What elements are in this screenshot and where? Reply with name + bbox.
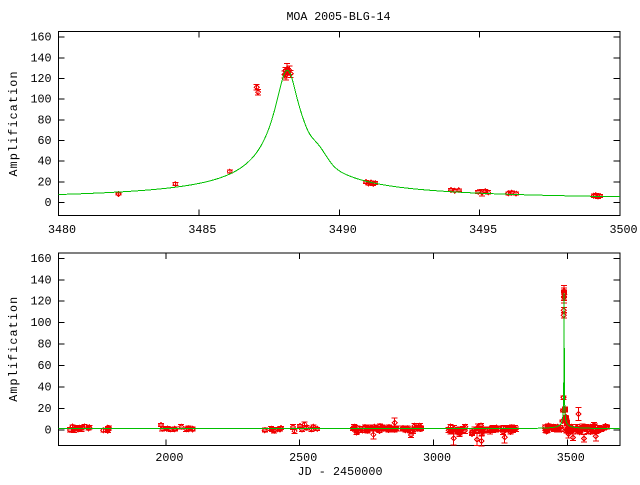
svg-text:3490: 3490 [329, 223, 357, 237]
svg-text:3495: 3495 [469, 223, 497, 237]
svg-text:3500: 3500 [557, 451, 585, 465]
svg-text:120: 120 [30, 295, 51, 309]
svg-text:140: 140 [30, 51, 51, 65]
svg-text:0: 0 [44, 423, 51, 437]
svg-text:140: 140 [30, 273, 51, 287]
svg-text:3500: 3500 [609, 223, 637, 237]
svg-text:Amplification: Amplification [7, 72, 21, 177]
svg-text:60: 60 [37, 134, 51, 148]
svg-text:2000: 2000 [155, 451, 183, 465]
svg-text:80: 80 [37, 113, 51, 127]
svg-text:60: 60 [37, 359, 51, 373]
svg-text:0: 0 [44, 196, 51, 210]
svg-text:40: 40 [37, 380, 51, 394]
svg-text:20: 20 [37, 175, 51, 189]
svg-text:2500: 2500 [289, 451, 317, 465]
svg-text:Amplification: Amplification [7, 297, 21, 402]
svg-text:120: 120 [30, 72, 51, 86]
svg-text:40: 40 [37, 155, 51, 169]
svg-text:3000: 3000 [423, 451, 451, 465]
svg-text:80: 80 [37, 338, 51, 352]
svg-text:160: 160 [30, 252, 51, 266]
svg-text:MOA 2005-BLG-14: MOA 2005-BLG-14 [287, 10, 391, 24]
svg-text:160: 160 [30, 31, 51, 45]
svg-text:3485: 3485 [188, 223, 216, 237]
svg-text:20: 20 [37, 402, 51, 416]
svg-text:100: 100 [30, 93, 51, 107]
svg-text:100: 100 [30, 316, 51, 330]
svg-text:3480: 3480 [48, 223, 76, 237]
svg-text:JD - 2450000: JD - 2450000 [298, 465, 383, 479]
